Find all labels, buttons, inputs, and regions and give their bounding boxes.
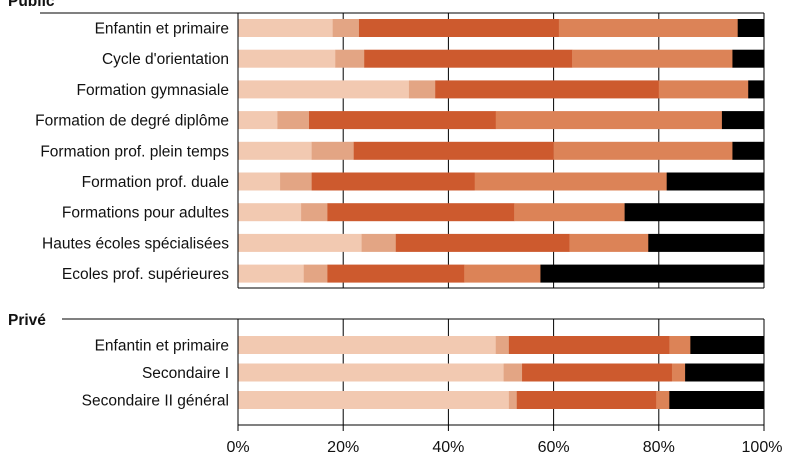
category-label: Formation prof. duale [82, 174, 229, 191]
bar-segment [732, 49, 765, 68]
bar-segment [238, 391, 510, 409]
x-tick-label: 100% [742, 439, 783, 456]
bar-segment [732, 141, 765, 160]
bar-segment [656, 391, 670, 409]
bar-segment [335, 49, 365, 68]
bar-segment [669, 391, 765, 409]
bar-segment [516, 391, 657, 409]
bar-segment [277, 111, 310, 130]
bar-segment [238, 172, 281, 191]
bar-segment [238, 111, 278, 130]
bar-segment [311, 141, 355, 160]
bar-segment [301, 203, 328, 222]
bar-segment [238, 80, 410, 99]
category-label: Secondaire I [142, 365, 229, 382]
bar-segment [464, 264, 541, 283]
bar-segment [238, 336, 497, 354]
category-label: Formation gymnasiale [77, 82, 229, 99]
category-label: Formation prof. plein temps [40, 143, 229, 160]
bar-segment [309, 111, 497, 130]
bar-segment [721, 111, 765, 130]
bar-segment [280, 172, 312, 191]
category-label: Cycle d'orientation [102, 51, 229, 68]
bar-segment [353, 141, 554, 160]
bar-segment [238, 19, 333, 37]
category-label: Formation de degré diplôme [35, 113, 229, 130]
bar-segment [327, 264, 465, 283]
bar-segment [311, 172, 475, 191]
bar-segment [474, 172, 667, 191]
bar-segment [361, 233, 397, 252]
bar-segment [495, 336, 510, 354]
bar-segment [238, 363, 504, 382]
bar-segment [327, 203, 515, 222]
category-label: Formations pour adultes [62, 205, 229, 222]
bar-segment [238, 141, 312, 160]
bar-segment [238, 233, 362, 252]
bar-segment [238, 264, 305, 283]
bar-segment [508, 336, 670, 354]
x-tick-label: 40% [432, 439, 464, 456]
bar-segment [238, 203, 302, 222]
bar-segment [238, 49, 336, 68]
bar-segment [737, 19, 765, 37]
bar-segment [569, 233, 649, 252]
bar-segment [690, 336, 765, 354]
category-label: Enfantin et primaire [95, 338, 229, 355]
category-label: Enfantin et primaire [95, 21, 229, 38]
bar-segment [666, 172, 765, 191]
bar-segment [408, 80, 436, 99]
bar-segment [522, 363, 673, 382]
bar-segment [395, 233, 570, 252]
bar-segment [332, 19, 360, 37]
category-label: Hautes écoles spécialisées [42, 235, 229, 252]
bar-segment [508, 391, 518, 409]
bar-segment [503, 363, 523, 382]
group-header: Public [8, 0, 55, 10]
bar-segment [303, 264, 328, 283]
bar-segment [671, 363, 686, 382]
bar-segment [553, 141, 733, 160]
bar-segment [669, 336, 691, 354]
bar-segment [624, 203, 765, 222]
bar-segment [514, 203, 625, 222]
x-tick-label: 80% [643, 439, 675, 456]
bar-segment [558, 19, 738, 37]
bar-segment [658, 80, 749, 99]
bar-segment [648, 233, 765, 252]
bar-segment [364, 49, 573, 68]
bar-segment [748, 80, 765, 99]
bar-segment [572, 49, 733, 68]
category-label: Secondaire II général [82, 393, 229, 410]
x-tick-label: 60% [538, 439, 570, 456]
group-header: Privé [8, 312, 46, 329]
bar-segment [540, 264, 765, 283]
x-tick-label: 0% [226, 439, 249, 456]
bar-segment [358, 19, 560, 37]
x-tick-label: 20% [327, 439, 359, 456]
bar-segment [495, 111, 723, 130]
category-label: Ecoles prof. supérieures [62, 266, 229, 283]
bar-segment [685, 363, 765, 382]
bar-segment [435, 80, 660, 99]
